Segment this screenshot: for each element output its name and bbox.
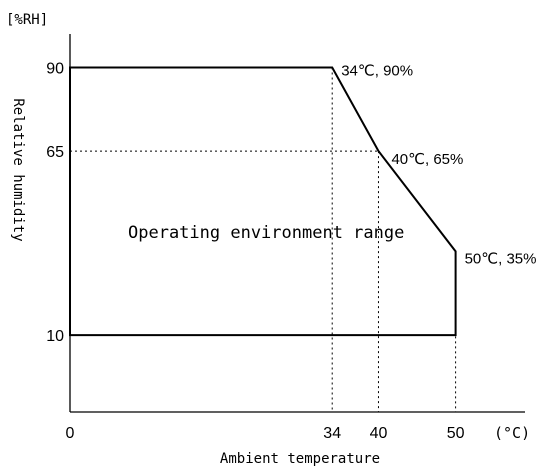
- y-unit-label: [%RH]: [6, 12, 48, 28]
- x-tick-labels: 0 34 40 50: [66, 425, 465, 442]
- point-annotation: 40℃, 65%: [391, 151, 463, 168]
- x-tick-label: 34: [323, 425, 341, 442]
- x-unit-label: (°C): [494, 424, 530, 442]
- point-annotation: 34℃, 90%: [341, 62, 413, 79]
- x-axis-title: Ambient temperature: [220, 451, 380, 467]
- operating-region-outline: [69, 66, 457, 337]
- y-tick-label: 90: [46, 60, 64, 77]
- x-tick-label: 40: [370, 425, 388, 442]
- y-tick-labels: 10 65 90: [46, 60, 64, 345]
- x-tick-label: 0: [66, 425, 75, 442]
- y-axis-title: Relative humidity: [10, 98, 26, 241]
- x-tick-label: 50: [447, 425, 465, 442]
- region-label: Operating environment range: [128, 223, 404, 243]
- point-annotations: 34℃, 90% 40℃, 65% 50℃, 35%: [341, 62, 536, 267]
- point-annotation: 50℃, 35%: [465, 250, 537, 267]
- y-tick-label: 10: [46, 328, 64, 345]
- y-tick-label: 65: [46, 144, 64, 161]
